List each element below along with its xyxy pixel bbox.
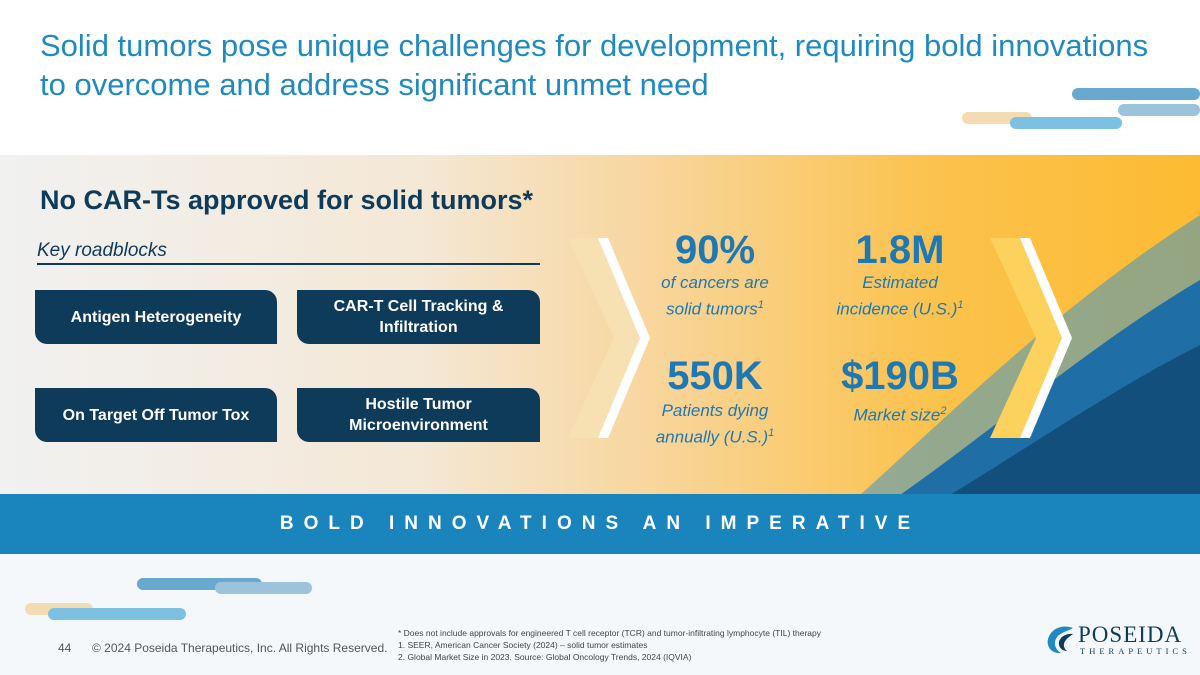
copyright: © 2024 Poseida Therapeutics, Inc. All Ri… bbox=[92, 641, 388, 655]
footnotes: * Does not include approvals for enginee… bbox=[398, 627, 918, 663]
footnote: * Does not include approvals for enginee… bbox=[398, 628, 821, 638]
decor-streak bbox=[1118, 104, 1200, 116]
stat-line: Market size bbox=[853, 405, 941, 425]
roadblock-pill: CAR-T Cell Tracking & Infiltration bbox=[297, 290, 540, 344]
footer bbox=[0, 554, 1200, 675]
imperative-banner: BOLD INNOVATIONS AN IMPERATIVE bbox=[0, 494, 1200, 554]
footnote-ref: 1 bbox=[757, 299, 764, 311]
stat-line: solid tumors bbox=[666, 299, 758, 319]
stat-description: of cancers are solid tumors1 bbox=[630, 272, 800, 321]
stat-line: of cancers are bbox=[661, 273, 769, 292]
stat-value: $190B bbox=[841, 354, 959, 398]
roadblock-label: Antigen Heterogeneity bbox=[70, 308, 242, 326]
decor-streak bbox=[48, 608, 186, 620]
roadblock-pill: Hostile Tumor Microenvironment bbox=[297, 388, 540, 442]
stat-description: Market size2 bbox=[805, 400, 995, 427]
chevron-right-icon bbox=[990, 238, 1072, 438]
stat-description: Estimated incidence (U.S.)1 bbox=[805, 272, 995, 321]
stat-value: 1.8M bbox=[855, 228, 945, 272]
decor-streak bbox=[1072, 88, 1200, 100]
slide-title: Solid tumors pose unique challenges for … bbox=[40, 28, 1149, 102]
roadblock-label: Hostile Tumor Microenvironment bbox=[349, 396, 488, 434]
decor-streak bbox=[1010, 117, 1122, 129]
stat-line: Estimated bbox=[862, 273, 938, 292]
roadblock-pill: Antigen Heterogeneity bbox=[35, 290, 277, 344]
footnote-ref: 2 bbox=[940, 405, 947, 417]
divider bbox=[37, 263, 540, 265]
stat-line: annually (U.S.) bbox=[655, 427, 769, 447]
footnote: 2. Global Market Size in 2023. Source: G… bbox=[398, 652, 692, 662]
poseida-wave-icon bbox=[1047, 626, 1073, 654]
footnote: 1. SEER, American Cancer Society (2024) … bbox=[398, 640, 648, 650]
stat-value: 550K bbox=[667, 354, 763, 398]
roadblock-pill: On Target Off Tumor Tox bbox=[35, 388, 277, 442]
logo-name: POSEIDA bbox=[1078, 622, 1183, 647]
stat-value: 90% bbox=[674, 228, 756, 272]
roadblock-label: CAR-T Cell Tracking & Infiltration bbox=[333, 298, 504, 336]
banner-text: BOLD INNOVATIONS AN IMPERATIVE bbox=[279, 513, 921, 534]
logo-subtitle: THERAPEUTICS bbox=[1080, 646, 1191, 656]
decor-streak bbox=[215, 582, 312, 594]
stat-description: Patients dying annually (U.S.)1 bbox=[630, 400, 800, 449]
headline: No CAR-Ts approved for solid tumors* bbox=[40, 185, 534, 215]
key-roadblocks-label: Key roadblocks bbox=[37, 240, 167, 261]
stat-line: Patients dying bbox=[661, 401, 769, 420]
footnote-ref: 1 bbox=[768, 427, 775, 439]
footnote-ref: 1 bbox=[957, 299, 964, 311]
chevron-right-icon bbox=[568, 238, 650, 438]
roadblock-label: On Target Off Tumor Tox bbox=[62, 406, 250, 424]
stat-line: incidence (U.S.) bbox=[836, 299, 958, 319]
poseida-logo: POSEIDA THERAPEUTICS bbox=[1045, 622, 1187, 656]
page-number: 44 bbox=[58, 641, 72, 655]
